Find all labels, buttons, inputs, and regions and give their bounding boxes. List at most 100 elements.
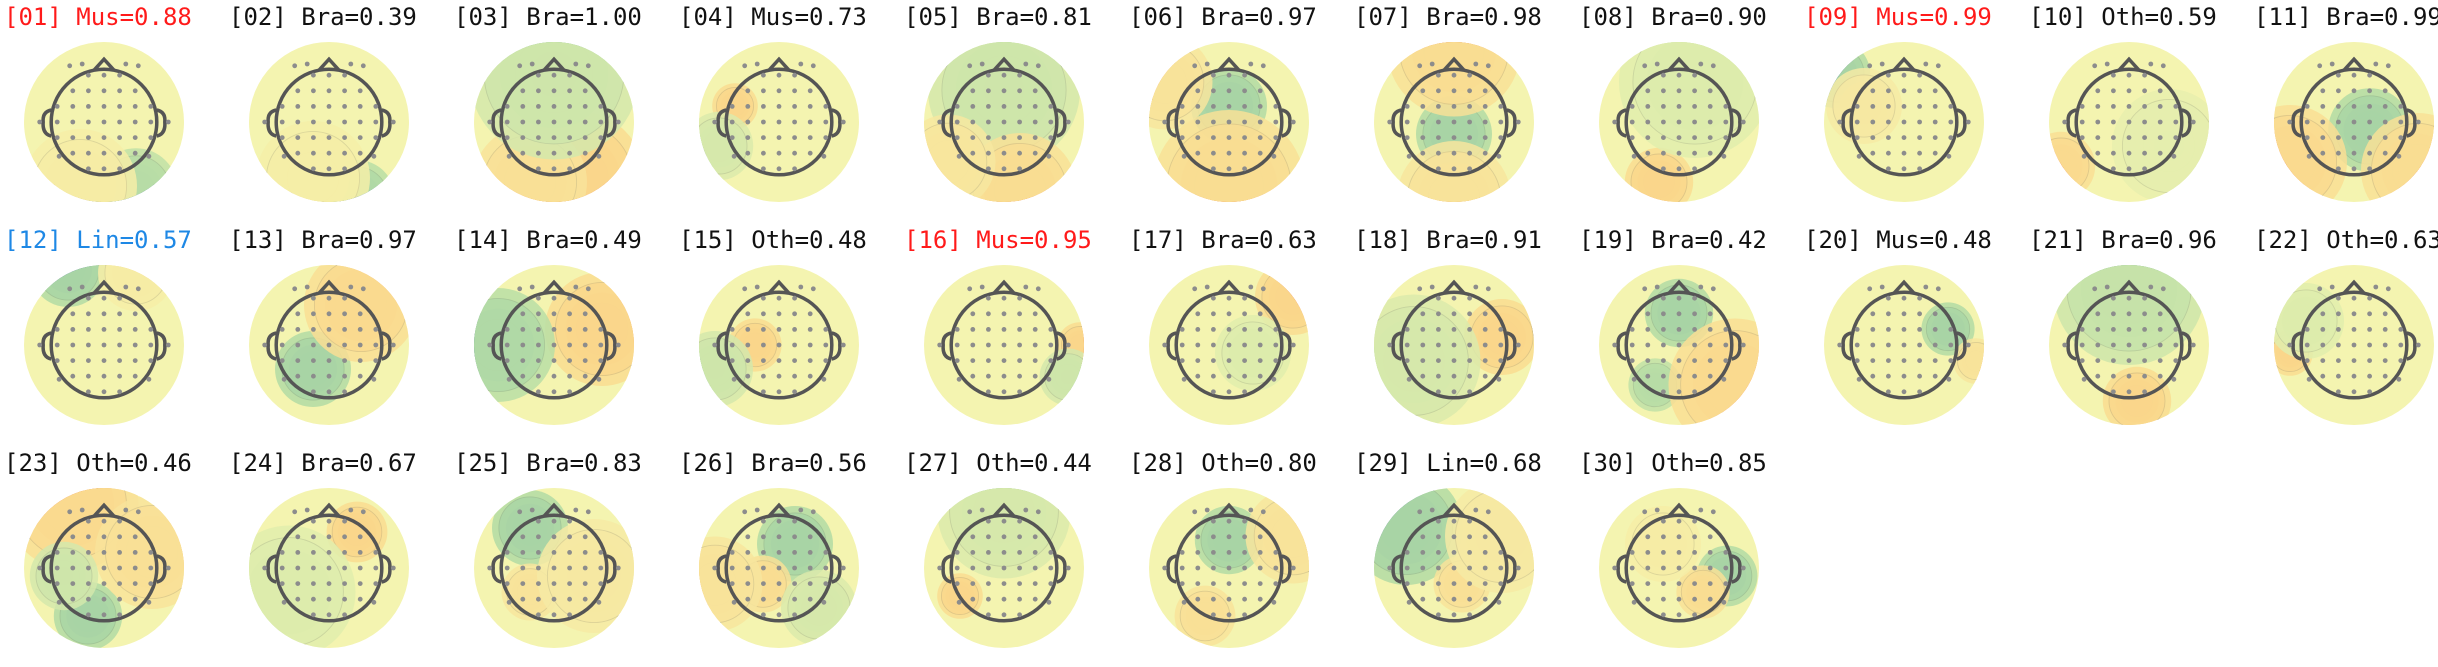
sensor-dot	[135, 286, 141, 292]
sensor-dot	[1451, 342, 1457, 348]
sensor-dot	[357, 327, 363, 332]
sensor-dot	[1420, 327, 1426, 332]
sensor-dot	[1257, 596, 1263, 602]
sensor-dot	[117, 342, 122, 348]
nose	[542, 279, 566, 295]
sensor-dot	[1932, 311, 1938, 317]
sensor-dot	[1290, 565, 1296, 571]
left-ear	[1166, 554, 1177, 584]
sensor-dot	[2320, 342, 2326, 348]
sensor-dot	[1211, 119, 1216, 125]
sensor-dot	[311, 389, 316, 395]
sensor-dot	[304, 507, 310, 513]
sensor-dot	[1932, 104, 1938, 109]
sensor-dot	[1420, 565, 1426, 571]
sensor-dot	[2320, 135, 2326, 140]
sensor-dot	[1195, 358, 1201, 363]
head-outline	[724, 290, 834, 400]
sensor-dot	[1498, 358, 1504, 363]
sensor-dot	[311, 150, 316, 156]
sensor-dot	[970, 342, 976, 348]
sensor-dot	[1248, 61, 1254, 67]
sensor-dot	[792, 534, 797, 540]
sensor-dot	[295, 581, 301, 586]
sensor-dot	[2157, 342, 2163, 348]
sensor-dot	[1017, 150, 1022, 156]
sensor-dot	[1901, 295, 1907, 301]
sensor-dot	[1032, 358, 1038, 363]
sensor-dot	[2142, 72, 2147, 78]
sensor-dot	[1451, 596, 1457, 602]
sensor-dot	[1917, 166, 1922, 172]
sensor-dot	[342, 327, 347, 332]
nose	[1667, 56, 1691, 72]
right-ear	[1281, 108, 1292, 138]
sensor-dot	[1017, 565, 1022, 571]
sensor-dot	[2095, 373, 2101, 379]
sensor-dot	[2081, 376, 2087, 382]
sensor-dot	[2398, 327, 2404, 332]
sensor-dot	[54, 135, 60, 140]
sensor-dot	[967, 286, 973, 292]
sensor-dot	[776, 596, 782, 602]
sensor-dot	[1932, 88, 1938, 94]
sensor-dot	[807, 581, 813, 586]
sensor-dot	[1211, 373, 1216, 379]
sensor-dot	[2304, 342, 2310, 348]
sensor-dot	[279, 135, 285, 140]
sensor-dot	[2095, 150, 2101, 156]
sensor-dot	[807, 119, 813, 125]
sensor-dot	[70, 581, 76, 586]
sensor-dot	[1692, 342, 1697, 348]
sensor-dot	[1917, 119, 1922, 125]
sensor-dot	[311, 358, 316, 363]
field-blob	[64, 265, 72, 273]
component-label: [30] Oth=0.85	[1579, 449, 1767, 477]
sensor-dot	[1017, 119, 1022, 125]
topomap	[249, 42, 409, 202]
sensor-dot	[1482, 119, 1488, 125]
sensor-dot	[970, 358, 976, 363]
sensor-dot	[1420, 596, 1426, 602]
sensor-dot	[86, 342, 91, 348]
sensor-dot	[1676, 596, 1682, 602]
sensor-dot	[761, 550, 766, 555]
sensor-dot	[2157, 104, 2163, 109]
topomap-cell: [14] Bra=0.49	[454, 223, 654, 443]
sensor-dot	[1257, 150, 1263, 156]
sensor-dot	[326, 612, 332, 618]
sensor-dot	[582, 150, 588, 156]
sensor-dot	[117, 565, 122, 571]
contour-line	[1832, 70, 1840, 78]
sensor-dot	[2111, 327, 2116, 332]
sensor-dot	[823, 104, 829, 109]
topomap	[699, 488, 859, 648]
head-outline	[274, 67, 384, 177]
topomap	[474, 488, 634, 648]
sensor-dot	[598, 581, 604, 586]
sensor-dot	[821, 153, 827, 159]
sensor-dot	[1260, 509, 1266, 515]
component-label: [21] Bra=0.96	[2029, 226, 2217, 254]
sensor-dot	[567, 596, 572, 602]
sensor-dot	[1211, 534, 1216, 540]
left-ear	[1166, 108, 1177, 138]
sensor-dot	[1631, 376, 1637, 382]
sensor-dot	[1451, 389, 1457, 395]
sensor-dot	[520, 550, 526, 555]
sensor-dot	[101, 311, 107, 317]
sensor-dot	[1035, 63, 1041, 69]
sensor-dot	[1032, 104, 1038, 109]
sensor-dot	[745, 342, 751, 348]
sensor-dot	[2336, 358, 2341, 363]
sensor-dot	[311, 327, 316, 332]
sensor-dot	[117, 327, 122, 332]
sensor-dot	[1242, 150, 1247, 156]
sensor-dot	[2142, 150, 2147, 156]
sensor-dot	[1886, 88, 1891, 94]
sensor-dot	[1420, 550, 1426, 555]
sensor-dot	[1048, 358, 1054, 363]
sensor-dot	[373, 119, 379, 125]
sensor-dot	[1645, 534, 1651, 540]
sensor-dot	[54, 565, 60, 571]
